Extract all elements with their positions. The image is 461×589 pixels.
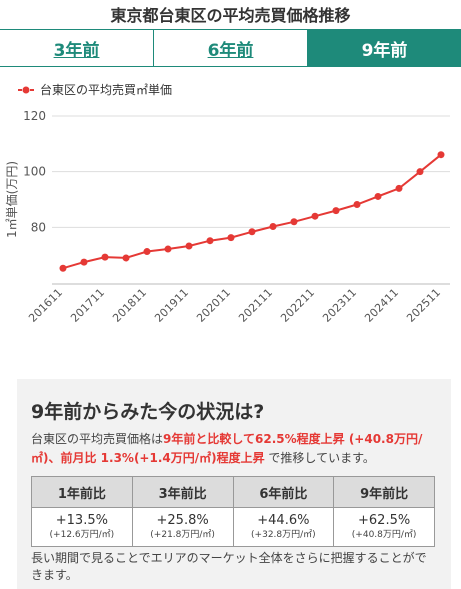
cell-1-year: +13.5% (+12.6万円/㎡) <box>31 507 133 547</box>
y-tick-label: 120 <box>23 109 46 123</box>
pct-value: +62.5% <box>358 513 411 528</box>
data-point[interactable] <box>59 264 67 272</box>
data-point[interactable] <box>227 234 235 242</box>
summary-text: 台東区の平均売買価格は9年前と比較して62.5%程度上昇 (+40.8万円/㎡)… <box>31 430 437 468</box>
data-point[interactable] <box>269 222 277 230</box>
cell-9-year: +62.5% (+40.8万円/㎡) <box>333 507 435 547</box>
page-title: 東京都台東区の平均売買価格推移 <box>110 6 351 25</box>
chart-legend: 台東区の平均売買㎡単価 <box>18 82 172 97</box>
summary-text-highlight: 9年前と比較して62.5%程度上昇 (+40.8万円/㎡)、前月比 1.3%(+… <box>31 432 423 465</box>
amount-value: (+40.8万円/㎡) <box>351 530 417 540</box>
data-point[interactable] <box>374 192 382 200</box>
data-point[interactable] <box>143 248 151 256</box>
amount-value: (+32.8万円/㎡) <box>251 530 316 540</box>
pct-value: +44.6% <box>257 513 310 528</box>
x-tick-label: 202011 <box>194 286 233 325</box>
y-axis-label: 1㎡単価(万円) <box>5 161 19 238</box>
data-point[interactable] <box>185 242 193 250</box>
data-point[interactable] <box>395 184 403 192</box>
summary-text-suffix: で推移しています。 <box>264 451 375 465</box>
price-line-chart: 台東区の平均売買㎡単価 1㎡単価(万円) 80 100 120 201611 2017… <box>5 82 450 325</box>
header-6-year: 6年前比 <box>232 476 335 508</box>
x-tick-labels: 201611 201711 201811 201911 202011 202111 2022… <box>26 286 443 325</box>
y-tick-labels: 80 100 120 <box>23 109 46 234</box>
amount-value: (+12.6万円/㎡) <box>49 530 115 540</box>
x-tick-label: 201811 <box>110 286 149 325</box>
header-3-year: 3年前比 <box>131 476 234 508</box>
summary-heading: 9年前からみた今の状況は? <box>31 401 265 423</box>
data-point[interactable] <box>206 237 214 245</box>
x-tick-label: 202111 <box>236 286 275 325</box>
summary-footer: 長い期間で見ることでエリアのマーケット全体をさらに把握することができます。 <box>31 551 427 582</box>
y-tick-label: 80 <box>31 220 46 234</box>
header-1-year: 1年前比 <box>31 476 133 508</box>
tab-6-years[interactable]: 6年前 <box>154 30 308 66</box>
comparison-table: 1年前比 3年前比 6年前比 9年前比 +13.5% (+12.6万円/㎡) +2… <box>31 476 435 547</box>
table-row: +13.5% (+12.6万円/㎡) +25.8% (+21.8万円/㎡) +44.… <box>31 507 435 547</box>
pct-value: +25.8% <box>156 513 209 528</box>
amount-value: (+21.8万円/㎡) <box>150 530 215 540</box>
x-tick-label: 201611 <box>26 286 65 325</box>
x-tick-label: 202411 <box>362 286 401 325</box>
tab-3-years[interactable]: 3年前 <box>0 30 154 66</box>
cell-3-year: +25.8% (+21.8万円/㎡) <box>131 507 234 547</box>
x-tick-label: 201711 <box>68 286 107 325</box>
series-points <box>59 151 445 272</box>
data-point[interactable] <box>248 228 256 236</box>
data-point[interactable] <box>332 207 340 215</box>
table-header-row: 1年前比 3年前比 6年前比 9年前比 <box>31 476 435 508</box>
cell-6-year: +44.6% (+32.8万円/㎡) <box>232 507 335 547</box>
data-point[interactable] <box>311 212 319 220</box>
data-point[interactable] <box>437 151 445 159</box>
pct-value: +13.5% <box>55 513 108 528</box>
header-9-year: 9年前比 <box>333 476 435 508</box>
y-tick-label: 100 <box>23 165 46 179</box>
x-tick-label: 201911 <box>152 286 191 325</box>
data-point[interactable] <box>353 201 361 209</box>
x-tick-label: 202211 <box>278 286 317 325</box>
tab-9-years[interactable]: 9年前 <box>308 30 461 66</box>
data-point[interactable] <box>290 218 298 226</box>
data-point[interactable] <box>101 253 109 261</box>
summary-text-prefix: 台東区の平均売買価格は <box>31 432 164 446</box>
legend-marker <box>22 86 30 94</box>
summary-card: 9年前からみた今の状況は? 台東区の平均売買価格は9年前と比較して62.5%程度… <box>17 379 451 589</box>
x-tick-label: 202311 <box>320 286 359 325</box>
data-point[interactable] <box>416 168 424 176</box>
data-point[interactable] <box>164 245 172 253</box>
grid-lines <box>52 115 450 285</box>
period-tabs: 3年前 6年前 9年前 <box>0 29 461 67</box>
data-point[interactable] <box>122 254 130 262</box>
x-tick-label: 202511 <box>404 286 443 325</box>
legend-label: 台東区の平均売買㎡単価 <box>40 82 172 97</box>
data-point[interactable] <box>80 258 88 266</box>
